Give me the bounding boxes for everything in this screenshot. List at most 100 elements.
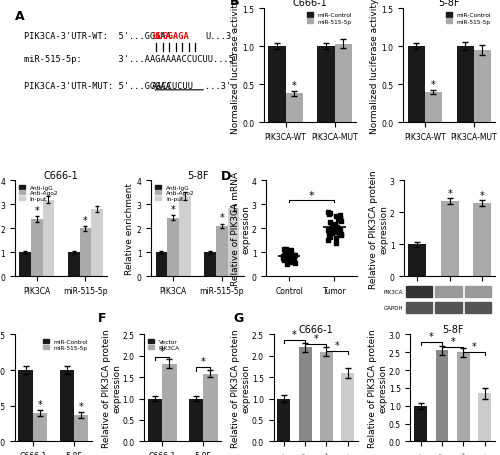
Bar (80, 229, 92, 277)
Text: D: D (221, 170, 232, 182)
Y-axis label: Relative enrichment: Relative enrichment (125, 183, 134, 275)
Text: *: * (429, 332, 434, 342)
Y-axis label: Normalized luciferase activity: Normalized luciferase activity (230, 0, 239, 134)
Point (332, 213, 340, 221)
Bar (18, 370, 33, 441)
Text: *: * (79, 401, 84, 411)
Point (337, 231, 345, 238)
Point (279, 255, 287, 263)
Bar (60, 370, 74, 441)
Bar (457, 353, 470, 441)
Point (282, 249, 290, 257)
Y-axis label: Relative of PIK3CA protein
expression: Relative of PIK3CA protein expression (369, 170, 388, 288)
Legend: miR-Control, miR-515-5p: miR-Control, miR-515-5p (42, 338, 89, 351)
Text: A: A (15, 10, 24, 23)
Y-axis label: Relative of PIK3CA mRNA
expression: Relative of PIK3CA mRNA expression (231, 172, 250, 286)
Text: UUGGAGA: UUGGAGA (152, 32, 189, 41)
Point (330, 228, 338, 235)
Point (284, 256, 292, 263)
Point (334, 231, 342, 238)
Title: C666-1: C666-1 (298, 324, 333, 334)
Text: *: * (314, 333, 318, 343)
Text: *: * (201, 357, 205, 367)
Point (336, 214, 344, 222)
Legend: miR-Control, miR-515-5p: miR-Control, miR-515-5p (445, 12, 492, 25)
Legend: Vector, PIK3CA: Vector, PIK3CA (147, 338, 181, 351)
Bar (342, 373, 354, 441)
Y-axis label: Relative of PIK3CA protein
expression: Relative of PIK3CA protein expression (102, 329, 121, 447)
Point (282, 247, 290, 254)
Point (288, 253, 296, 261)
Text: *: * (292, 81, 296, 91)
Point (280, 256, 288, 263)
Text: G: G (233, 311, 243, 324)
Text: *: * (480, 191, 484, 201)
Point (286, 248, 294, 256)
Text: U...3': U...3' (206, 32, 237, 41)
Text: B: B (230, 0, 239, 8)
Point (284, 248, 292, 255)
Point (325, 230, 333, 237)
Text: *: * (431, 80, 436, 90)
Bar (42, 200, 54, 277)
Point (324, 208, 332, 216)
Text: *: * (448, 189, 452, 199)
Bar (474, 51, 491, 123)
Point (336, 216, 344, 223)
Point (328, 230, 336, 238)
Bar (148, 399, 162, 441)
Point (330, 222, 338, 229)
Text: *: * (309, 191, 314, 201)
Bar (68, 253, 80, 277)
Bar (33, 413, 48, 441)
Text: F: F (98, 311, 106, 324)
Title: 5-8F: 5-8F (438, 0, 460, 8)
Bar (298, 348, 312, 441)
Point (337, 218, 345, 225)
Point (286, 258, 294, 265)
Bar (203, 374, 218, 441)
Bar (156, 253, 168, 277)
Text: PIK3CA-3'UTR-MUT: 5'...GGGAA: PIK3CA-3'UTR-MUT: 5'...GGGAA (24, 82, 171, 91)
Bar (168, 218, 179, 277)
Bar (204, 253, 216, 277)
Bar (473, 203, 491, 277)
Bar (408, 47, 424, 123)
Point (281, 251, 289, 258)
Title: 5-8F: 5-8F (442, 324, 464, 334)
Point (292, 252, 300, 259)
Point (286, 249, 294, 256)
Bar (216, 227, 228, 277)
Bar (179, 197, 190, 277)
Point (281, 251, 289, 258)
Bar (74, 415, 88, 441)
Text: PIK3CA-3'UTR-WT:  5'...GGGAA: PIK3CA-3'UTR-WT: 5'...GGGAA (24, 32, 171, 41)
Bar (19, 253, 31, 277)
Point (286, 247, 294, 254)
Bar (478, 394, 491, 441)
Point (326, 219, 334, 227)
Bar (334, 45, 351, 123)
Bar (286, 94, 302, 123)
Text: *: * (335, 340, 340, 350)
Title: 5-8F: 5-8F (186, 170, 208, 180)
Point (284, 261, 292, 268)
Bar (189, 399, 203, 441)
Text: *: * (292, 329, 297, 339)
Point (324, 233, 332, 240)
Point (284, 257, 292, 264)
Point (331, 221, 339, 228)
Bar (408, 245, 426, 277)
Title: C666-1: C666-1 (292, 0, 328, 8)
Text: *: * (220, 213, 224, 223)
Point (336, 212, 344, 219)
Text: ...3': ...3' (206, 82, 232, 91)
Point (281, 250, 289, 258)
Text: *: * (83, 215, 88, 225)
Legend: Anti-IgG, Anti-Ago2, In-put: Anti-IgG, Anti-Ago2, In-put (154, 184, 196, 203)
Text: *: * (450, 336, 455, 346)
Legend: miR-Control, miR-515-5p: miR-Control, miR-515-5p (306, 12, 353, 25)
Point (332, 224, 340, 231)
Point (291, 260, 299, 267)
Bar (436, 351, 448, 441)
